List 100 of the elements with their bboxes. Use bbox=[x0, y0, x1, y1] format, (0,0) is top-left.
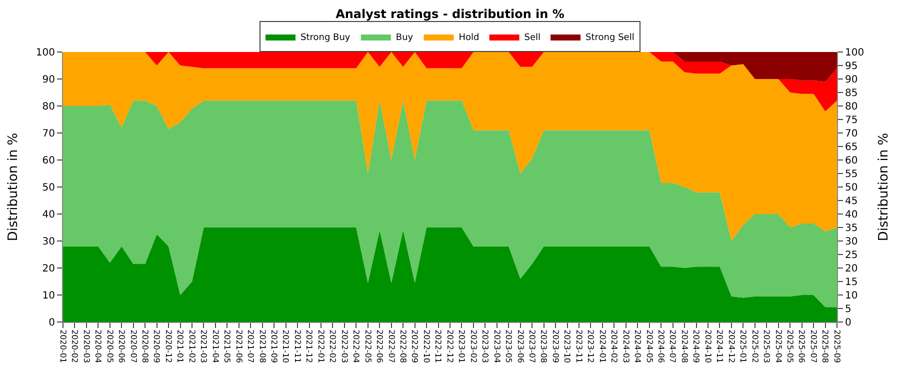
x-tick-label: 2022-07 bbox=[386, 330, 396, 364]
x-tick-label: 2020-12 bbox=[164, 330, 173, 364]
legend-label: Strong Buy bbox=[300, 33, 351, 44]
y2-tick-label: 30 bbox=[845, 236, 858, 248]
legend-label: Strong Sell bbox=[586, 33, 634, 44]
x-tick-label: 2024-10 bbox=[703, 330, 712, 364]
x-tick-label: 2024-06 bbox=[656, 330, 666, 364]
x-tick-label: 2021-06 bbox=[234, 330, 244, 364]
x-tick-label: 2021-05 bbox=[222, 330, 232, 364]
x-tick-label: 2022-08 bbox=[398, 330, 408, 364]
y-tick-label: 100 bbox=[36, 48, 55, 58]
y-tick-label: 60 bbox=[42, 156, 55, 166]
x-tick-label: 2023-10 bbox=[562, 330, 572, 364]
y2-tick-label: 20 bbox=[845, 264, 858, 274]
y-tick-label: 10 bbox=[42, 290, 55, 302]
x-tick-label: 2021-01 bbox=[176, 330, 185, 364]
x-tick-label: 2025-01 bbox=[738, 330, 748, 364]
legend-label: Buy bbox=[396, 33, 414, 44]
x-tick-label: 2025-06 bbox=[797, 330, 806, 364]
x-tick-label: 2020-09 bbox=[152, 330, 162, 364]
x-tick-label: 2023-07 bbox=[527, 330, 536, 364]
y-tick-label: 40 bbox=[42, 210, 55, 220]
x-tick-label: 2022-06 bbox=[375, 330, 384, 364]
y2-tick-label: 45 bbox=[845, 196, 858, 207]
x-tick-label: 2020-06 bbox=[117, 330, 126, 364]
y2-tick-label: 55 bbox=[845, 169, 858, 180]
x-tick-label: 2024-05 bbox=[644, 330, 654, 364]
y2-tick-label: 5 bbox=[845, 304, 852, 315]
y-tick-label: 70 bbox=[42, 128, 55, 140]
x-tick-label: 2021-12 bbox=[304, 330, 314, 364]
x-tick-label: 2023-05 bbox=[504, 330, 514, 364]
legend-label: Sell bbox=[524, 33, 541, 44]
x-tick-label: 2022-09 bbox=[410, 330, 420, 364]
x-tick-label: 2020-08 bbox=[140, 330, 150, 364]
y2-tick-label: 80 bbox=[845, 102, 858, 112]
y2-tick-label: 60 bbox=[845, 156, 858, 166]
x-tick-label: 2025-03 bbox=[762, 330, 772, 364]
x-tick-label: 2021-04 bbox=[210, 330, 220, 364]
x-tick-label: 2021-07 bbox=[246, 330, 256, 364]
x-tick-label: 2021-08 bbox=[258, 330, 267, 364]
x-tick-label: 2024-07 bbox=[668, 330, 678, 364]
y2-tick-label: 35 bbox=[845, 223, 858, 234]
chart-title: Analyst ratings - distribution in % bbox=[336, 6, 564, 21]
x-tick-label: 2025-05 bbox=[785, 330, 794, 364]
y2-tick-label: 75 bbox=[845, 115, 858, 126]
y2-tick-label: 15 bbox=[845, 277, 858, 288]
y2-tick-label: 70 bbox=[845, 128, 858, 140]
y2-tick-label: 95 bbox=[845, 61, 858, 72]
x-tick-label: 2024-11 bbox=[715, 330, 724, 364]
y2-tick-label: 0 bbox=[845, 318, 852, 328]
x-tick-label: 2023-09 bbox=[550, 330, 560, 364]
x-tick-label: 2024-12 bbox=[726, 330, 736, 364]
x-tick-label: 2024-03 bbox=[621, 330, 630, 364]
x-tick-label: 2024-04 bbox=[633, 330, 642, 364]
y2-tick-label: 25 bbox=[845, 250, 858, 261]
y-tick-label: 80 bbox=[42, 102, 55, 112]
x-tick-label: 2023-02 bbox=[468, 330, 478, 364]
y2-tick-label: 50 bbox=[845, 182, 858, 194]
x-tick-label: 2025-04 bbox=[774, 330, 783, 364]
x-tick-label: 2022-01 bbox=[316, 330, 326, 364]
x-tick-label: 2024-02 bbox=[610, 330, 619, 364]
x-tick-label: 2023-01 bbox=[457, 330, 466, 364]
x-tick-label: 2025-07 bbox=[808, 330, 818, 364]
y2-axis-title: Distribution in % bbox=[876, 132, 892, 242]
y2-tick-label: 65 bbox=[845, 142, 858, 153]
y-tick-label: 90 bbox=[42, 74, 55, 86]
x-tick-label: 2025-02 bbox=[750, 330, 760, 364]
y-tick-label: 20 bbox=[42, 264, 55, 274]
y2-tick-label: 100 bbox=[845, 48, 864, 58]
x-tick-label: 2020-03 bbox=[82, 330, 91, 364]
x-tick-label: 2022-10 bbox=[422, 330, 431, 364]
x-tick-label: 2022-12 bbox=[445, 330, 454, 364]
x-tick-label: 2024-09 bbox=[692, 330, 701, 364]
y2-tick-label: 10 bbox=[845, 290, 858, 302]
x-tick-label: 2021-09 bbox=[269, 330, 278, 364]
x-tick-label: 2024-08 bbox=[680, 330, 689, 364]
x-tick-label: 2020-07 bbox=[128, 330, 138, 364]
x-tick-label: 2022-04 bbox=[352, 330, 361, 364]
x-tick-label: 2023-03 bbox=[480, 330, 490, 364]
x-tick-label: 2020-05 bbox=[105, 330, 114, 364]
legend-label: Hold bbox=[458, 33, 480, 44]
y-axis-title: Distribution in % bbox=[6, 132, 21, 242]
x-tick-label: 2022-11 bbox=[434, 330, 443, 364]
y2-tick-label: 40 bbox=[845, 210, 858, 220]
x-tick-label: 2022-03 bbox=[340, 330, 349, 364]
x-tick-label: 2020-01 bbox=[58, 330, 68, 364]
x-tick-label: 2025-09 bbox=[832, 330, 842, 364]
x-tick-label: 2023-12 bbox=[586, 330, 596, 364]
y-tick-label: 30 bbox=[42, 236, 55, 248]
x-tick-label: 2025-08 bbox=[820, 330, 830, 364]
x-tick-label: 2023-06 bbox=[516, 330, 525, 364]
y-tick-label: 50 bbox=[42, 182, 55, 194]
x-tick-label: 2021-02 bbox=[187, 330, 196, 364]
x-tick-label: 2020-04 bbox=[94, 330, 103, 364]
x-tick-label: 2022-05 bbox=[363, 330, 372, 364]
y2-tick-label: 90 bbox=[845, 74, 858, 86]
x-tick-label: 2021-11 bbox=[292, 330, 302, 364]
x-tick-label: 2024-01 bbox=[598, 330, 607, 364]
x-tick-label: 2021-03 bbox=[199, 330, 208, 364]
x-tick-label: 2022-02 bbox=[328, 330, 338, 364]
